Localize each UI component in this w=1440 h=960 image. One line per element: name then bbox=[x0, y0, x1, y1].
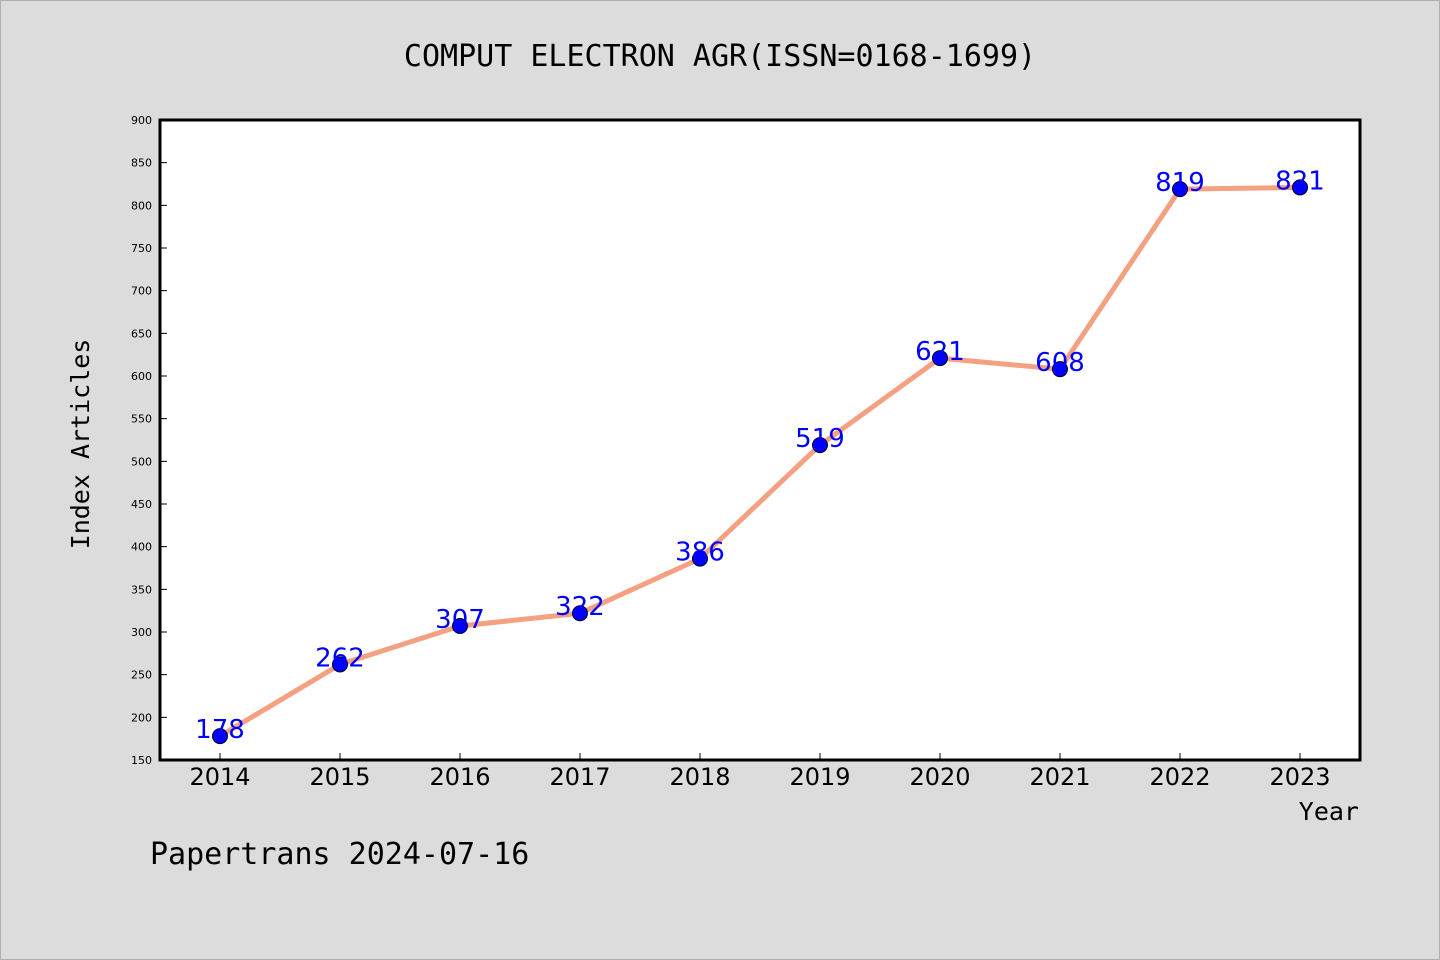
x-tick-label: 2016 bbox=[429, 763, 490, 791]
data-label: 262 bbox=[315, 643, 365, 673]
data-label: 519 bbox=[795, 424, 845, 454]
chart-title: COMPUT ELECTRON AGR(ISSN=0168-1699) bbox=[404, 39, 1036, 74]
data-label: 178 bbox=[195, 715, 245, 745]
plot-area bbox=[158, 118, 1362, 762]
series-line bbox=[217, 184, 1303, 739]
y-tick-label: 450 bbox=[131, 498, 152, 511]
x-axis-title: Year bbox=[1299, 797, 1359, 826]
y-tick-label: 750 bbox=[131, 242, 152, 255]
x-tick-label: 2023 bbox=[1269, 763, 1330, 791]
y-tick-label: 850 bbox=[131, 157, 152, 170]
x-tick-label: 2020 bbox=[909, 763, 970, 791]
data-label: 386 bbox=[675, 538, 725, 568]
y-tick-label: 300 bbox=[131, 626, 152, 639]
y-tick-label: 200 bbox=[131, 711, 152, 724]
x-tick-label: 2015 bbox=[309, 763, 370, 791]
y-tick-label: 700 bbox=[131, 285, 152, 298]
data-point bbox=[932, 350, 948, 367]
data-label: 821 bbox=[1275, 166, 1325, 196]
data-label: 608 bbox=[1035, 348, 1085, 378]
data-label: 322 bbox=[555, 592, 605, 622]
data-point bbox=[212, 728, 228, 745]
x-axis: 2014 2015 2016 2017 2018 2019 2020 2021 2022 2023 bbox=[189, 753, 1331, 791]
data-label: 819 bbox=[1155, 168, 1205, 198]
y-axis-title: Index Articles bbox=[66, 339, 95, 550]
y-tick-label: 250 bbox=[131, 669, 152, 682]
y-axis: 150 200 250 300 350 400 450 500 550 600 650 700 750 8… bbox=[131, 114, 167, 767]
y-tick-label: 600 bbox=[131, 370, 152, 383]
footer-text: Papertrans 2024-07-16 bbox=[150, 837, 529, 872]
data-point bbox=[1292, 179, 1308, 196]
y-tick-label: 550 bbox=[131, 413, 152, 426]
y-tick-label: 350 bbox=[131, 583, 152, 596]
x-tick-label: 2021 bbox=[1029, 763, 1090, 791]
y-tick-label: 500 bbox=[131, 455, 152, 468]
data-point bbox=[332, 656, 348, 673]
data-point bbox=[572, 605, 588, 622]
y-tick-label: 900 bbox=[131, 114, 152, 127]
y-tick-label: 400 bbox=[131, 541, 152, 554]
y-tick-label: 800 bbox=[131, 199, 152, 212]
y-tick-label: 650 bbox=[131, 327, 152, 340]
x-tick-label: 2018 bbox=[669, 763, 730, 791]
x-tick-label: 2022 bbox=[1149, 763, 1210, 791]
x-tick-label: 2014 bbox=[189, 763, 250, 791]
data-point bbox=[1172, 181, 1188, 198]
y-tick-label: 150 bbox=[131, 754, 152, 767]
data-point bbox=[692, 550, 708, 567]
data-label: 621 bbox=[915, 337, 965, 367]
x-tick-label: 2019 bbox=[789, 763, 850, 791]
data-point bbox=[1052, 361, 1068, 378]
data-markers bbox=[212, 179, 1308, 745]
data-label: 307 bbox=[435, 605, 485, 635]
data-point bbox=[812, 437, 828, 454]
data-labels: 178 262 307 322 386 519 621 608 819 821 bbox=[195, 166, 1325, 745]
data-point bbox=[452, 618, 468, 635]
x-tick-label: 2017 bbox=[549, 763, 610, 791]
